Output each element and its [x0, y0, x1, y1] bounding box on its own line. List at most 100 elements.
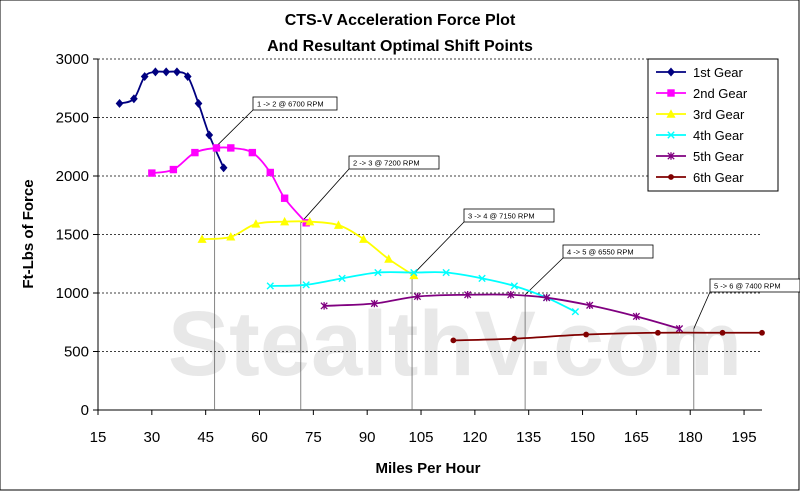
data-point: [320, 302, 328, 310]
callout-label: 3 -> 4 @ 7150 RPM: [468, 212, 535, 221]
watermark-text: StealthV.com: [168, 293, 742, 395]
x-tick-label: 30: [143, 429, 160, 446]
callout-box: [709, 278, 800, 293]
data-point: [227, 144, 235, 152]
y-tick-label: 1500: [56, 227, 89, 244]
data-point: [280, 194, 289, 202]
x-tick-label: 45: [197, 429, 214, 446]
callout-label: 5 -> 6 @ 7400 RPM: [714, 282, 781, 291]
data-point: [759, 329, 765, 336]
series-2: [148, 144, 310, 227]
callout-leader: [300, 168, 350, 224]
callout-box: [463, 208, 555, 223]
series-line: [270, 271, 576, 313]
data-point: [226, 232, 236, 241]
data-point: [333, 220, 344, 229]
legend-swatch-marker: [666, 109, 676, 118]
data-point: [251, 219, 261, 228]
x-tick-label: 180: [678, 429, 703, 446]
data-point: [173, 67, 181, 77]
data-point: [442, 268, 450, 277]
legend-label: 5th Gear: [693, 149, 744, 164]
data-point: [384, 254, 394, 263]
callout-label: 1 -> 2 @ 6700 RPM: [257, 100, 324, 109]
x-tick-label: 60: [251, 429, 268, 446]
data-point: [194, 98, 203, 108]
y-axis-title: Ft-Lbs of Force: [20, 179, 37, 288]
x-axis-title: Miles Per Hour: [375, 460, 480, 477]
callout-box: [348, 155, 440, 170]
data-point: [510, 282, 519, 290]
data-point: [632, 312, 641, 321]
data-point: [162, 67, 171, 77]
data-point: [450, 337, 457, 344]
data-point: [507, 291, 515, 299]
callout-leader: [693, 291, 711, 329]
legend-item: 3rd Gear: [656, 107, 745, 122]
series-3: [197, 216, 419, 280]
callout-box: [562, 244, 654, 259]
data-point: [370, 299, 379, 308]
legend-label: 3rd Gear: [693, 107, 745, 122]
y-tick-label: 3000: [56, 51, 89, 68]
data-point: [675, 324, 684, 333]
x-tick-label: 105: [409, 429, 434, 446]
callout-box: [252, 96, 338, 111]
x-tick-label: 150: [570, 429, 595, 446]
data-point: [305, 216, 315, 226]
data-point: [359, 234, 369, 243]
callout-leader: [411, 221, 465, 276]
data-point: [191, 148, 199, 157]
x-tick-label: 75: [305, 429, 322, 446]
legend-label: 2nd Gear: [693, 86, 748, 101]
data-point: [302, 281, 310, 289]
callout-leader: [524, 257, 564, 296]
series-5: [320, 291, 684, 333]
data-point: [478, 274, 486, 283]
data-point: [719, 329, 726, 336]
data-point: [248, 148, 257, 157]
series-line: [119, 70, 225, 169]
series-1: [115, 67, 228, 173]
legend-label: 6th Gear: [693, 170, 744, 185]
data-point: [542, 293, 551, 302]
data-point: [140, 72, 149, 82]
x-tick-label: 135: [516, 429, 541, 446]
y-tick-label: 2500: [56, 110, 89, 127]
shift-point-annotations: 1 -> 2 @ 6700 RPM 2 -> 3 @ 7200 RPM 3 -> 4…: [214, 96, 800, 410]
series-lines: [115, 67, 765, 344]
data-point: [464, 291, 472, 299]
data-point: [266, 282, 274, 290]
legend-swatch-marker: [667, 89, 675, 97]
legend-swatch-marker: [667, 67, 675, 77]
data-point: [151, 67, 160, 77]
legend: 1st Gear 2nd Gear 3rd Gear 4th Gear 5th Gear…: [647, 58, 779, 192]
y-tick-label: 2000: [56, 168, 89, 185]
x-tick-label: 195: [732, 429, 757, 446]
data-point: [183, 72, 192, 82]
data-point: [586, 301, 594, 309]
callout-label: 4 -> 5 @ 6550 RPM: [567, 248, 634, 257]
data-point: [413, 292, 422, 301]
data-point: [266, 168, 274, 177]
legend-item: 4th Gear: [656, 128, 744, 143]
data-point: [115, 98, 124, 108]
data-point: [197, 234, 207, 243]
chart-subtitle: And Resultant Optimal Shift Points: [267, 38, 533, 55]
data-point: [212, 144, 221, 152]
data-point: [205, 130, 214, 140]
axes: 0 500 1000 1500 2000 2500 3000 15 30 45 60 75 90 105 1…: [56, 51, 762, 446]
legend-label: 1st Gear: [693, 65, 744, 80]
x-tick-label: 90: [359, 429, 376, 446]
y-tick-label: 500: [64, 344, 89, 361]
legend-swatch-marker: [667, 131, 675, 139]
x-tick-label: 120: [462, 429, 487, 446]
data-point: [655, 329, 661, 336]
legend-item: 1st Gear: [656, 65, 744, 80]
data-point: [338, 274, 346, 283]
legend-item: 5th Gear: [656, 149, 744, 164]
legend-item: 2nd Gear: [656, 86, 748, 101]
x-tick-label: 165: [624, 429, 649, 446]
